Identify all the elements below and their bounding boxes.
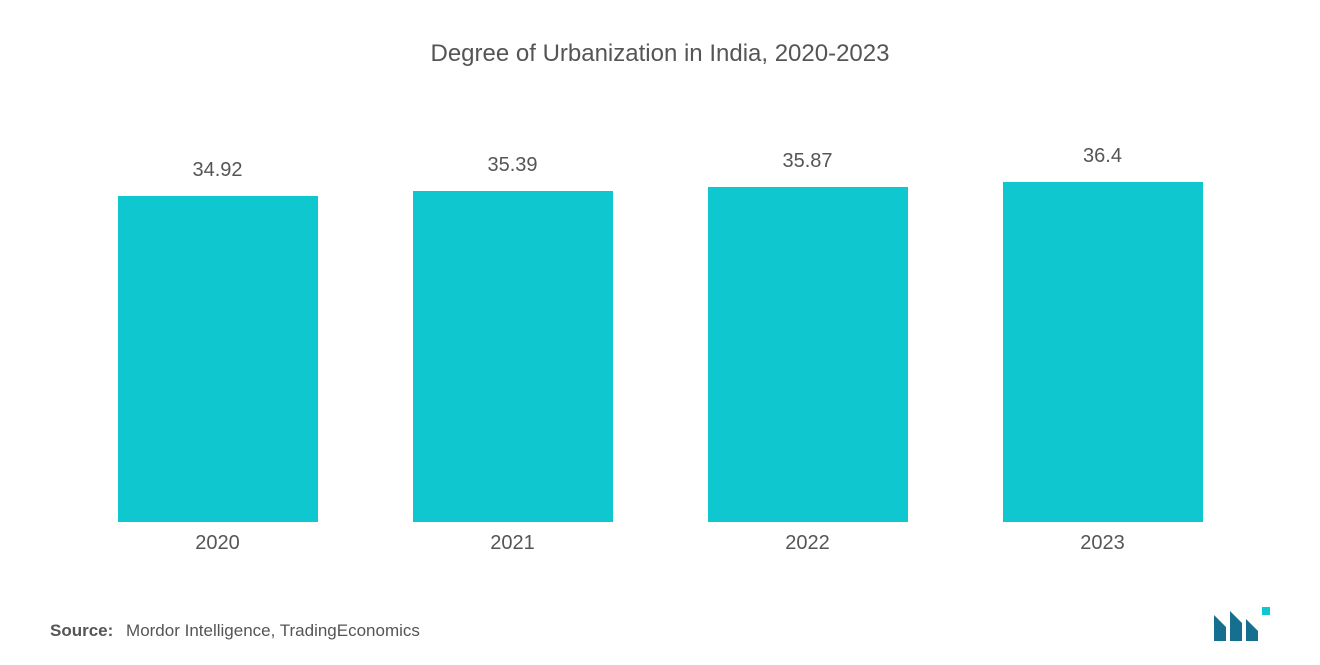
chart-title: Degree of Urbanization in India, 2020-20… (50, 40, 1270, 68)
bar-group: 35.39 (413, 154, 613, 522)
x-axis-label: 2020 (118, 532, 318, 555)
x-axis-label: 2023 (1003, 532, 1203, 555)
x-axis-label: 2021 (413, 532, 613, 555)
bar (413, 191, 613, 522)
bar-value-label: 36.4 (1083, 145, 1122, 168)
footer: Source: Mordor Intelligence, TradingEcon… (50, 605, 1270, 645)
bar-group: 34.92 (118, 159, 318, 522)
bar (118, 196, 318, 522)
bar-group: 36.4 (1003, 145, 1203, 522)
mordor-logo-icon (1214, 605, 1270, 641)
source-label: Source: (50, 621, 113, 640)
bar-value-label: 35.87 (782, 150, 832, 173)
source-line: Source: Mordor Intelligence, TradingEcon… (50, 621, 420, 641)
chart-container: Degree of Urbanization in India, 2020-20… (0, 0, 1320, 665)
x-axis-label: 2022 (708, 532, 908, 555)
bar-group: 35.87 (708, 150, 908, 522)
bar (1003, 182, 1203, 522)
source-text: Mordor Intelligence, TradingEconomics (126, 621, 420, 640)
bar (708, 187, 908, 522)
x-axis-labels: 2020 2021 2022 2023 (50, 522, 1270, 555)
bar-value-label: 35.39 (487, 154, 537, 177)
plot-area: 34.92 35.39 35.87 36.4 (50, 108, 1270, 522)
bar-value-label: 34.92 (192, 159, 242, 182)
